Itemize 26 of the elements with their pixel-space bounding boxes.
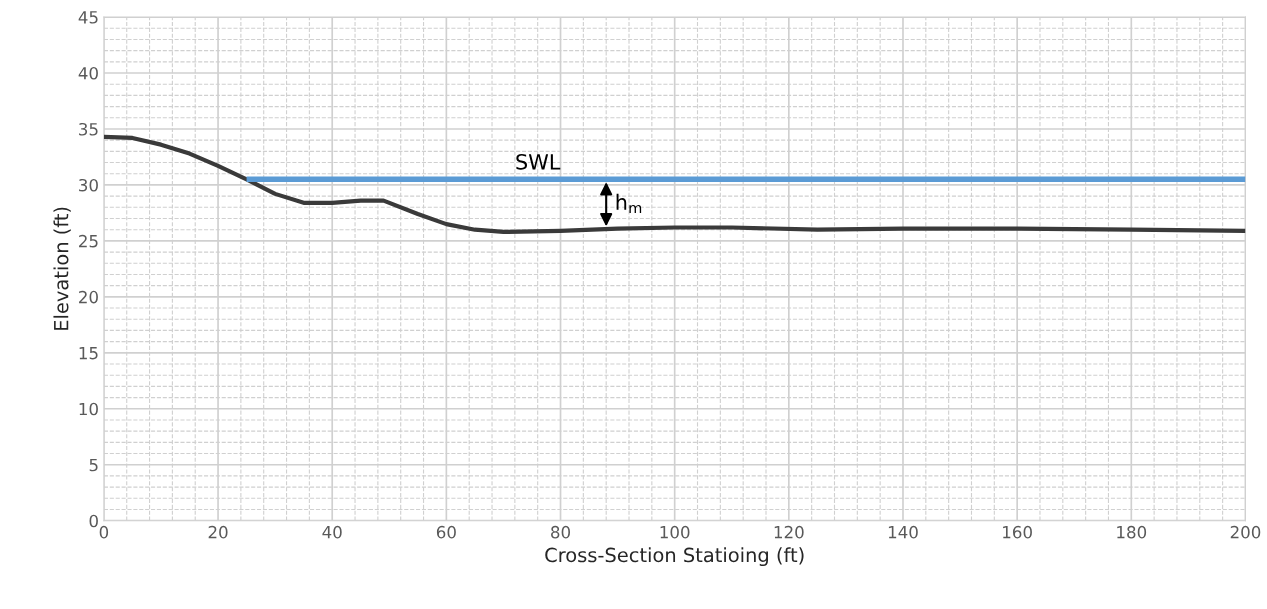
- x-tick-label: 0: [99, 525, 109, 539]
- y-tick-label: 45: [78, 11, 98, 24]
- y-tick-label: 10: [79, 402, 98, 416]
- x-tick-label: 120: [774, 525, 804, 539]
- x-tick-label: 60: [436, 525, 456, 539]
- y-tick-label: 35: [79, 122, 98, 136]
- y-axis-title: Elevation (ft): [53, 207, 71, 330]
- y-tick-label: 20: [79, 290, 98, 304]
- x-tick-label: 40: [322, 525, 342, 539]
- x-tick-label: 140: [888, 525, 918, 539]
- line-series: [103, 134, 1246, 235]
- x-tick-label: 160: [1003, 525, 1032, 539]
- x-axis-title: Cross-Section Statioing (ft): [545, 547, 804, 567]
- annotation: h$_{m}$: [616, 193, 642, 214]
- x-tick-label: 180: [1117, 525, 1147, 539]
- y-tick-label: 5: [89, 458, 98, 472]
- y-tick-label: 40: [78, 66, 98, 80]
- annotation: SWL: [516, 153, 561, 170]
- y-tick-label: 30: [79, 178, 98, 192]
- y-tick-label: 25: [79, 234, 98, 248]
- x-tick-label: 80: [551, 525, 571, 539]
- x-tick-label: 200: [1230, 525, 1261, 539]
- x-tick-label: 20: [208, 525, 228, 539]
- x-tick-label: 100: [660, 525, 690, 539]
- y-tick-label: 15: [79, 346, 98, 360]
- y-tick-label: 0: [89, 514, 98, 528]
